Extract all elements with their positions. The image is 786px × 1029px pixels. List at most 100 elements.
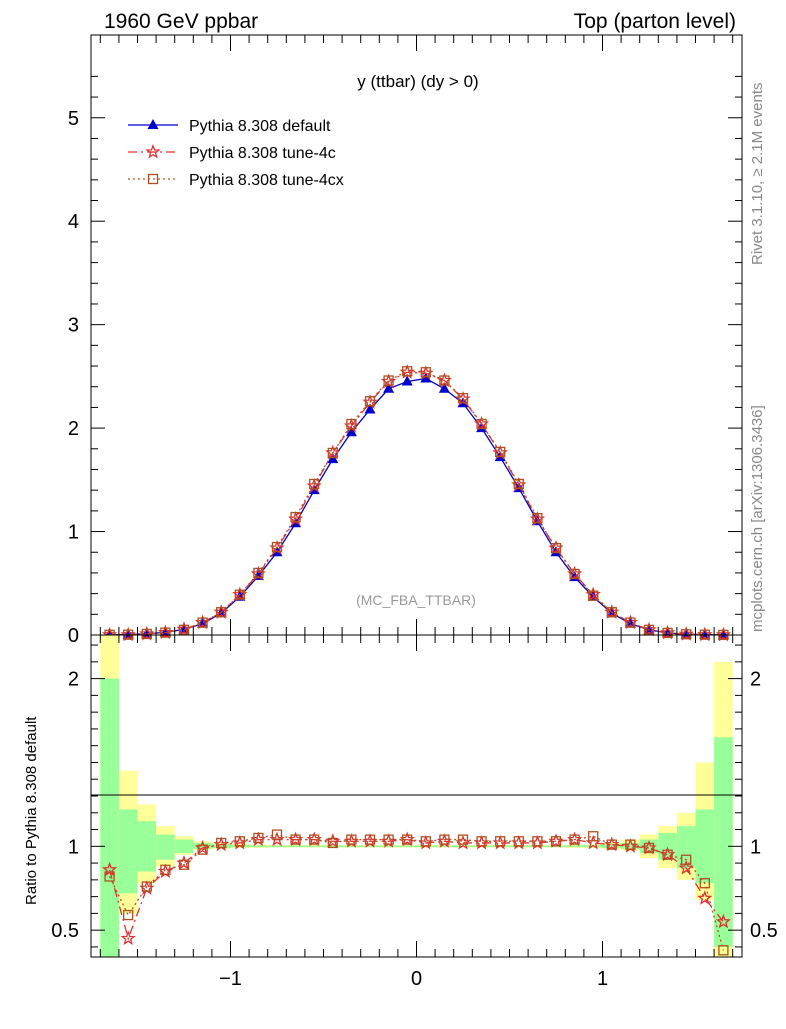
main-point-s2-5 [197, 617, 208, 628]
main-point-s2-26 [588, 590, 599, 601]
band-green [658, 832, 677, 860]
main-point-s2-15 [383, 375, 394, 386]
main-point-s2-6 [216, 607, 227, 618]
main-point-s2-25 [569, 568, 580, 580]
series-line-0 [109, 377, 724, 636]
ratio-point-s1-26 [588, 831, 599, 842]
ratio-point-s1-32 [699, 878, 710, 889]
main-point-s2-31 [681, 629, 692, 640]
main-point-s2-3 [160, 627, 171, 638]
ratio-y-tick-label-right: 1 [750, 836, 761, 858]
main-point-s0-15 [383, 382, 395, 393]
x-tick-label: 1 [597, 968, 608, 990]
main-point-s2-16 [402, 366, 413, 377]
band-green [435, 845, 454, 848]
process-label: Top (parton level) [574, 10, 736, 33]
ratio-point-s1-17 [420, 836, 431, 847]
mcplots-label: mcplots.cern.ch [arXiv:1306.3436] [749, 405, 766, 632]
band-green [211, 844, 231, 848]
legend-label: Pythia 8.308 tune-4cx [189, 172, 344, 189]
ratio-series-group [101, 829, 732, 956]
band-green [286, 845, 305, 848]
main-point-s2-13 [346, 418, 357, 430]
ratio-ylabel: Ratio to Pythia 8.308 default [23, 716, 40, 905]
ratio-point-s1-6 [216, 837, 227, 849]
main-point-s0-17 [420, 372, 432, 383]
legend-label: Pythia 8.308 tune-4c [189, 145, 336, 162]
main-axes: 0 1 2 3 4 5 [68, 35, 742, 647]
ratio-point-s1-8 [253, 832, 264, 844]
legend-marker [147, 173, 159, 185]
main-point-s2-10 [290, 511, 301, 523]
y-tick-label: 0 [68, 625, 79, 647]
ratio-point-s1-3 [160, 864, 171, 875]
ratio-point-s1-15 [383, 834, 394, 845]
band-green [360, 845, 380, 848]
band-green [304, 845, 324, 848]
main-point-s2-24 [550, 542, 562, 554]
y-tick-label: 2 [68, 418, 79, 440]
ratio-point-s0-1 [120, 930, 136, 946]
band-green [323, 845, 343, 848]
main-point-s2-9 [271, 541, 283, 553]
ratio-point-s1-22 [513, 836, 524, 847]
band-green [193, 842, 212, 849]
band-green [714, 737, 733, 947]
ratio-point-s1-11 [309, 834, 320, 845]
band-green [565, 845, 584, 848]
series-line-1 [109, 371, 724, 636]
band-green [118, 809, 138, 894]
y-tick-label: 1 [68, 522, 79, 544]
main-point-s2-27 [606, 607, 617, 618]
ratio-point-s0-31 [678, 860, 694, 875]
band-green [397, 845, 417, 848]
main-panel: 0 1 2 3 4 5 y (ttbar) (dy > 0) (MC_FBA_TTBAR)… [68, 34, 743, 647]
ratio-frame [90, 634, 743, 958]
main-point-s0-14 [364, 403, 376, 414]
y-tick-label: 4 [68, 211, 79, 233]
main-point-s2-14 [364, 396, 376, 407]
ratio-point-s1-24 [550, 836, 562, 847]
x-tick-label: 0 [411, 968, 422, 990]
main-point-s2-18 [439, 375, 450, 386]
ratio-point-s0-33 [715, 913, 732, 929]
main-point-s2-7 [234, 589, 245, 600]
main-point-s0-18 [438, 382, 450, 393]
ratio-y-tick-label: 0.5 [51, 920, 79, 942]
ratio-point-s1-2 [141, 881, 152, 892]
ratio-point-s1-10 [290, 834, 301, 845]
ratio-point-s1-5 [197, 844, 208, 855]
legend-marker [147, 119, 159, 129]
band-green [100, 678, 119, 957]
ratio-point-s1-33 [718, 945, 729, 956]
ratio-line-1 [109, 833, 725, 951]
band-green [174, 839, 194, 854]
main-point-s0-12 [327, 453, 339, 464]
ratio-point-s1-1 [123, 909, 134, 921]
series-line-2 [109, 370, 724, 636]
band-green [342, 845, 361, 848]
band-green [379, 845, 398, 848]
ratio-point-s0-32 [697, 890, 713, 905]
band-green [156, 834, 175, 860]
legend-label: Pythia 8.308 default [189, 118, 331, 135]
ratio-point-s1-30 [662, 849, 673, 860]
ratio-point-s1-31 [681, 854, 692, 865]
main-point-s2-20 [476, 418, 487, 430]
legend-marker [145, 143, 161, 159]
main-point-s2-11 [309, 478, 320, 490]
ratio-point-s1-0 [104, 871, 115, 882]
ratio-y-tick-label: 1 [68, 836, 79, 858]
main-point-s2-22 [513, 478, 524, 490]
main-point-s2-4 [178, 624, 190, 635]
main-point-s2-30 [662, 627, 673, 639]
main-point-s0-13 [345, 426, 357, 437]
band-green [267, 845, 287, 848]
ratio-point-s1-29 [643, 842, 655, 854]
ratio-point-s1-16 [402, 834, 413, 845]
ratio-y-tick-label: 2 [68, 669, 79, 691]
y-tick-label: 3 [68, 315, 79, 337]
band-green [621, 842, 640, 849]
